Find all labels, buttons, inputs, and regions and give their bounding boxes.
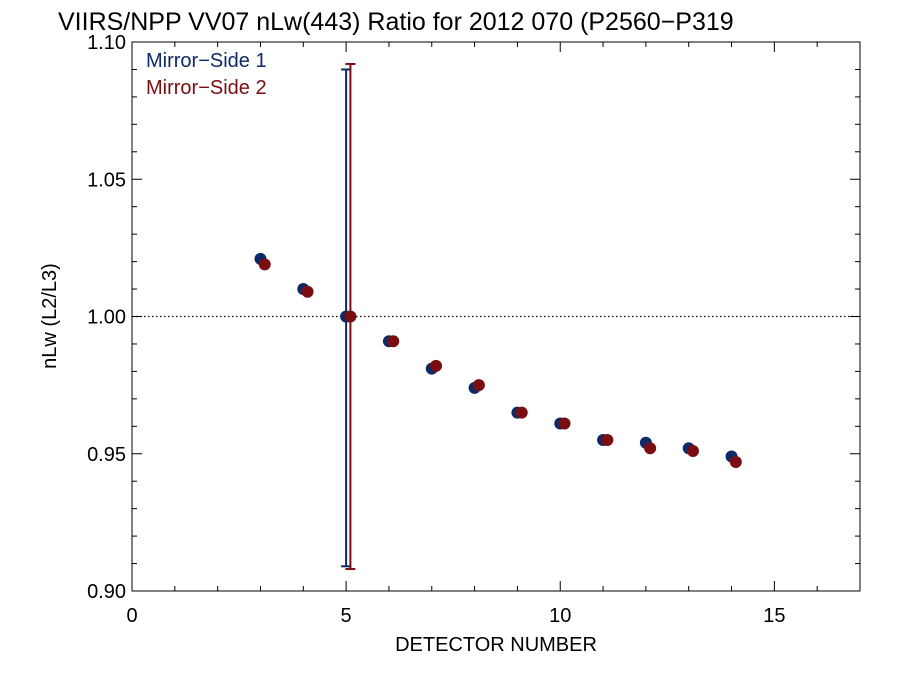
- x-tick-label: 10: [549, 605, 571, 627]
- point-series-2: [301, 285, 314, 298]
- point-series-2: [344, 310, 357, 323]
- point-series-2: [601, 434, 614, 447]
- chart-title: VIIRS/NPP VV07 nLw(443) Ratio for 2012 0…: [58, 8, 734, 36]
- point-series-2: [515, 406, 528, 419]
- point-series-2: [387, 335, 400, 348]
- x-tick-label: 0: [126, 605, 137, 627]
- x-tick-label: 5: [341, 605, 352, 627]
- point-series-2: [686, 445, 699, 458]
- y-axis-label: nLw (L2/L3): [39, 263, 61, 369]
- legend-entry-series-1: Mirror−Side 1: [146, 50, 267, 72]
- x-axis-label: DETECTOR NUMBER: [395, 634, 597, 656]
- y-tick-label: 1.10: [87, 32, 126, 54]
- y-tick-label: 0.90: [87, 581, 126, 603]
- x-tick-label: 15: [763, 605, 785, 627]
- y-tick-label: 0.95: [87, 444, 126, 466]
- y-tick-label: 1.05: [87, 169, 126, 191]
- point-series-2: [258, 258, 271, 271]
- legend: Mirror−Side 1 Mirror−Side 2: [146, 50, 267, 99]
- point-series-2: [644, 442, 657, 455]
- point-series-2: [729, 455, 742, 468]
- y-tick-label: 1.00: [87, 307, 126, 329]
- point-series-2: [430, 359, 443, 372]
- point-series-2: [472, 379, 485, 392]
- axis-ticks: [131, 41, 861, 592]
- axis-tick-labels: 0 5 10 15 0.90 0.95 1.00 1.05 1.10: [87, 32, 785, 627]
- legend-entry-series-2: Mirror−Side 2: [146, 77, 267, 99]
- data-points: [254, 252, 742, 468]
- point-series-2: [558, 417, 571, 430]
